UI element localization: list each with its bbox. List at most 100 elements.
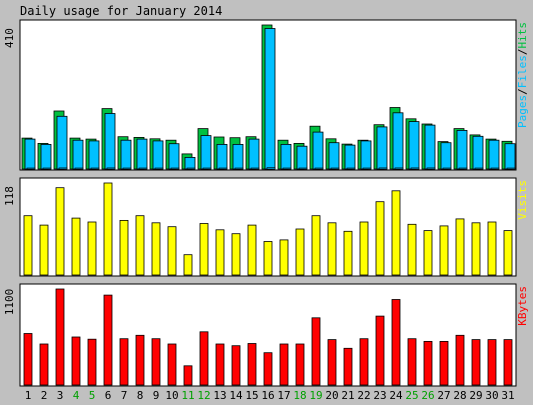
bar-files-day-15 [248,138,260,170]
bar-visits-day-25 [407,223,417,276]
bar-pages-day-5 [90,167,100,170]
bar-visits-day-17 [279,239,289,276]
bar-kbytes-day-1 [23,333,33,386]
bar-visits-day-2 [39,224,49,276]
bar-pages-day-6 [106,167,116,170]
day-label-21: 21 [341,389,354,402]
bar-kbytes-day-28 [455,334,465,386]
day-label-12: 12 [197,389,210,402]
day-label-28: 28 [453,389,466,402]
bar-pages-day-10 [170,167,180,170]
bar-pages-day-26 [426,167,436,170]
bar-kbytes-day-27 [439,340,449,386]
legend-item-visits: Visits [516,180,529,220]
day-label-1: 1 [25,389,32,402]
day-labels: 1 2 3 4 5 6 7 8 9 10 11 12 13 14 15 16 17 18 19 20 21 22 23 24 2… [25,389,515,402]
bar-pages-day-29 [474,167,484,170]
bar-files-day-1 [24,138,36,170]
bar-kbytes-day-8 [135,334,145,386]
bar-kbytes-day-14 [231,345,241,386]
bar-kbytes-day-12 [199,331,209,386]
bar-visits-day-4 [71,217,81,276]
day-label-30: 30 [485,389,498,402]
bar-files-day-6 [104,113,116,170]
day-label-31: 31 [501,389,514,402]
bar-files-day-21 [344,144,356,170]
bar-visits-day-10 [167,226,177,276]
bar-files-day-17 [280,143,292,170]
bar-files-day-24 [392,112,404,170]
bar-kbytes-day-30 [487,339,497,386]
bar-visits-day-30 [487,221,497,276]
bar-kbytes-day-2 [39,343,49,386]
day-label-19: 19 [309,389,322,402]
day-label-3: 3 [57,389,64,402]
bars-kbytes [23,288,513,386]
bar-files-day-9 [152,140,164,170]
bar-pages-day-8 [138,167,148,170]
bar-visits-day-18 [295,228,305,276]
day-label-22: 22 [357,389,370,402]
bar-pages-day-20 [330,167,340,170]
day-label-4: 4 [73,389,80,402]
bar-kbytes-day-25 [407,338,417,386]
bar-kbytes-day-19 [311,317,321,386]
day-label-29: 29 [469,389,482,402]
bar-pages-day-7 [122,167,132,170]
bar-visits-day-22 [359,221,369,276]
bar-files-day-31 [504,143,516,170]
bar-kbytes-day-20 [327,339,337,386]
bar-pages-day-14 [234,167,244,170]
bar-pages-day-23 [378,167,388,170]
ymax-label-kbytes: 1100 [3,289,16,316]
bar-kbytes-day-3 [55,288,65,386]
bar-pages-day-27 [442,167,452,170]
bar-pages-day-17 [282,167,292,170]
ymax-label-visits: 118 [3,186,16,206]
bar-visits-day-16 [263,241,273,276]
bar-visits-day-21 [343,230,353,276]
day-label-23: 23 [373,389,386,402]
legend-separator: / [516,49,529,56]
bar-kbytes-day-22 [359,338,369,386]
bar-files-day-29 [472,135,484,170]
bar-files-day-20 [328,142,340,170]
bar-pages-day-31 [506,167,516,170]
bar-kbytes-day-18 [295,343,305,386]
day-label-20: 20 [325,389,338,402]
day-label-27: 27 [437,389,450,402]
day-label-14: 14 [229,389,243,402]
bar-visits-day-31 [503,230,513,276]
bar-pages-day-22 [362,167,372,170]
bar-files-day-11 [184,156,196,170]
ymax-label-pages-files-hits: 410 [3,28,16,48]
day-label-24: 24 [389,389,403,402]
legend-visits: Visits [516,180,529,220]
bar-visits-day-20 [327,222,337,276]
bar-visits-day-14 [231,233,241,276]
bar-pages-day-28 [458,167,468,170]
bar-kbytes-day-31 [503,339,513,386]
bar-files-day-14 [232,143,244,170]
day-label-8: 8 [137,389,144,402]
bar-visits-day-11 [183,254,193,276]
bar-kbytes-day-10 [167,343,177,386]
bar-files-day-16 [264,28,276,170]
bar-pages-day-9 [154,167,164,170]
day-label-17: 17 [277,389,290,402]
legend-kbytes: KBytes [516,286,529,326]
bar-pages-day-21 [346,167,356,170]
day-label-9: 9 [153,389,160,402]
bar-pages-day-1 [26,167,36,170]
day-label-18: 18 [293,389,306,402]
bar-files-day-7 [120,139,132,170]
bar-pages-day-2 [42,167,52,170]
bar-kbytes-day-23 [375,315,385,386]
bar-kbytes-day-15 [247,343,257,386]
bar-pages-day-11 [186,167,196,170]
day-label-13: 13 [213,389,226,402]
day-label-15: 15 [245,389,258,402]
